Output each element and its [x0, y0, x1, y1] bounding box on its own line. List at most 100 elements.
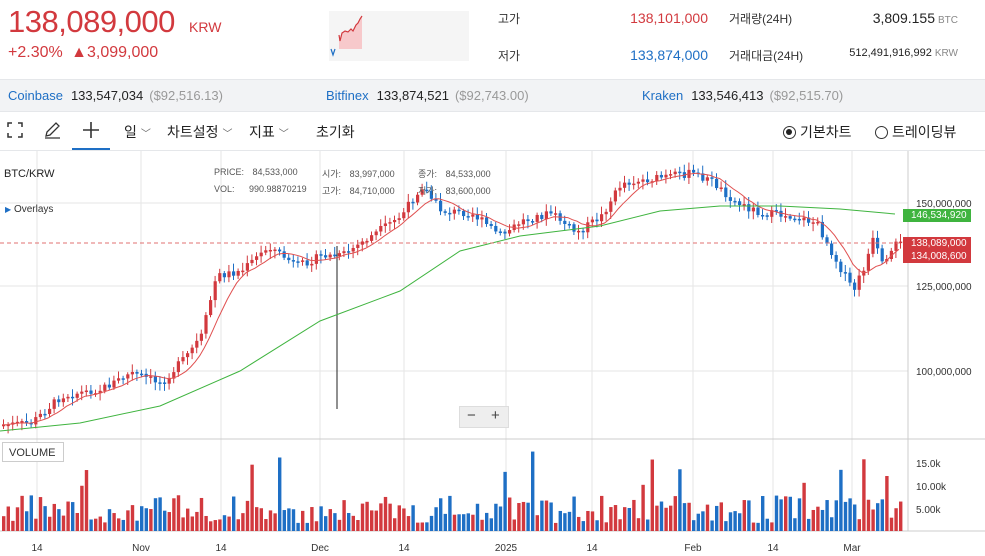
volume-bar: [213, 520, 217, 531]
candle-body: [158, 382, 162, 384]
volume-bar: [383, 496, 388, 531]
turnover-24h-label: 거래대금(24H): [729, 49, 804, 63]
candle-body: [163, 382, 167, 384]
reset-button[interactable]: 초기화: [316, 124, 355, 140]
zoom-out-button[interactable]: −: [467, 407, 476, 424]
volume-bar: [393, 518, 397, 531]
volume-bar: [558, 510, 562, 531]
exchange-price-bar: Coinbase 133,547,034 ($92,516.13) Bitfinex…: [0, 79, 985, 112]
candle-body: [508, 230, 512, 234]
zoom-in-button[interactable]: +: [491, 407, 500, 424]
indicator-dropdown[interactable]: 지표 ﹀: [249, 124, 289, 140]
draw-pencil-icon[interactable]: [43, 121, 61, 142]
date-tick-label: 14: [398, 543, 410, 554]
candle-body: [802, 217, 806, 221]
exchange-name[interactable]: Bitfinex: [326, 88, 369, 103]
candle-body: [659, 174, 663, 178]
candle-body: [2, 424, 6, 427]
candle-body: [268, 249, 272, 252]
candle-body: [411, 201, 415, 204]
candle-body: [89, 390, 93, 394]
volume-bar: [705, 504, 710, 531]
volume-bar: [784, 496, 788, 531]
volume-bar: [770, 522, 774, 531]
candle-body: [420, 189, 424, 195]
volume-bar: [655, 505, 659, 531]
candle-body: [517, 224, 521, 226]
candle-body: [199, 333, 203, 341]
candle-body: [135, 371, 139, 374]
candle-body: [733, 200, 737, 203]
candle-body: [370, 235, 374, 241]
tradingview-radio[interactable]: 트레이딩뷰: [875, 122, 956, 142]
overlays-toggle[interactable]: ▶ Overlays: [5, 204, 54, 215]
low-label: 저가: [498, 49, 521, 63]
volume-bar: [710, 520, 714, 531]
candle-body: [544, 211, 548, 219]
volume-bar: [544, 500, 549, 531]
candle-body: [613, 190, 617, 202]
candle-body: [126, 374, 130, 379]
volume-bar: [71, 502, 75, 531]
exchange-name[interactable]: Coinbase: [8, 88, 63, 103]
interval-dropdown[interactable]: 일 ﹀: [124, 124, 151, 140]
volume-bar: [301, 510, 305, 531]
volume-bar: [452, 514, 457, 531]
chevron-down-icon: ﹀: [278, 129, 289, 140]
candle-body: [747, 204, 751, 212]
candle-body: [462, 210, 466, 217]
volume-bar: [489, 518, 493, 531]
candle-body: [434, 198, 438, 201]
candle-body: [820, 221, 824, 238]
price-tick-label: 125,000,000: [916, 282, 972, 293]
candle-body: [540, 214, 544, 219]
candle-body: [425, 189, 429, 192]
volume-bar: [61, 515, 66, 531]
candle-body: [761, 214, 765, 217]
volume-bar: [117, 518, 121, 531]
volume-bar: [282, 510, 286, 531]
volume-bar: [89, 519, 93, 531]
candle-body: [204, 315, 208, 334]
volume-bar: [80, 485, 84, 531]
volume-bar: [825, 500, 829, 531]
candle-body: [61, 398, 65, 403]
candle-body: [429, 190, 433, 199]
hud-low: 저가: 83,600,000: [418, 186, 491, 196]
candle-body: [825, 237, 829, 244]
candle-body: [406, 201, 410, 213]
volume-bar: [636, 518, 641, 531]
volume-bar: [94, 518, 98, 531]
volume-bar: [241, 513, 245, 531]
candle-body: [664, 174, 668, 178]
basic-chart-radio[interactable]: 기본차트: [783, 122, 852, 142]
volume-bar: [2, 516, 6, 531]
exchange-name[interactable]: Kraken: [642, 88, 684, 103]
date-tick-label: Dec: [311, 543, 329, 554]
volume-bar: [462, 514, 466, 531]
chart-settings-dropdown[interactable]: 차트설정 ﹀: [167, 124, 233, 140]
volume-bar: [52, 503, 56, 531]
candle-body: [333, 254, 337, 257]
fullscreen-icon[interactable]: [7, 122, 23, 141]
volume-bar: [172, 498, 176, 531]
volume-bar: [310, 507, 314, 531]
candle-body: [797, 218, 801, 221]
volume-bar: [333, 513, 337, 531]
volume-bar: [567, 511, 572, 531]
candle-body: [494, 225, 498, 232]
candle-body: [416, 194, 420, 203]
volume-bar: [724, 521, 728, 531]
volume-bar: [820, 509, 825, 531]
volume-bar: [503, 471, 507, 531]
crosshair-tool-button[interactable]: [72, 112, 110, 150]
high-label: 고가: [498, 12, 521, 26]
candle-body: [209, 300, 213, 316]
volume-bar: [641, 484, 645, 531]
volume-bar: [250, 464, 254, 531]
volume-bar: [48, 516, 52, 531]
ma-short-tag: 134,008,600: [903, 250, 971, 263]
volume-bar: [613, 505, 618, 531]
price-chart-area[interactable]: 150,000,000 125,000,000 100,000,000 15.0k 10…: [0, 151, 985, 556]
candlestick-chart[interactable]: 150,000,000 125,000,000 100,000,000 15.0k 10…: [0, 151, 985, 556]
